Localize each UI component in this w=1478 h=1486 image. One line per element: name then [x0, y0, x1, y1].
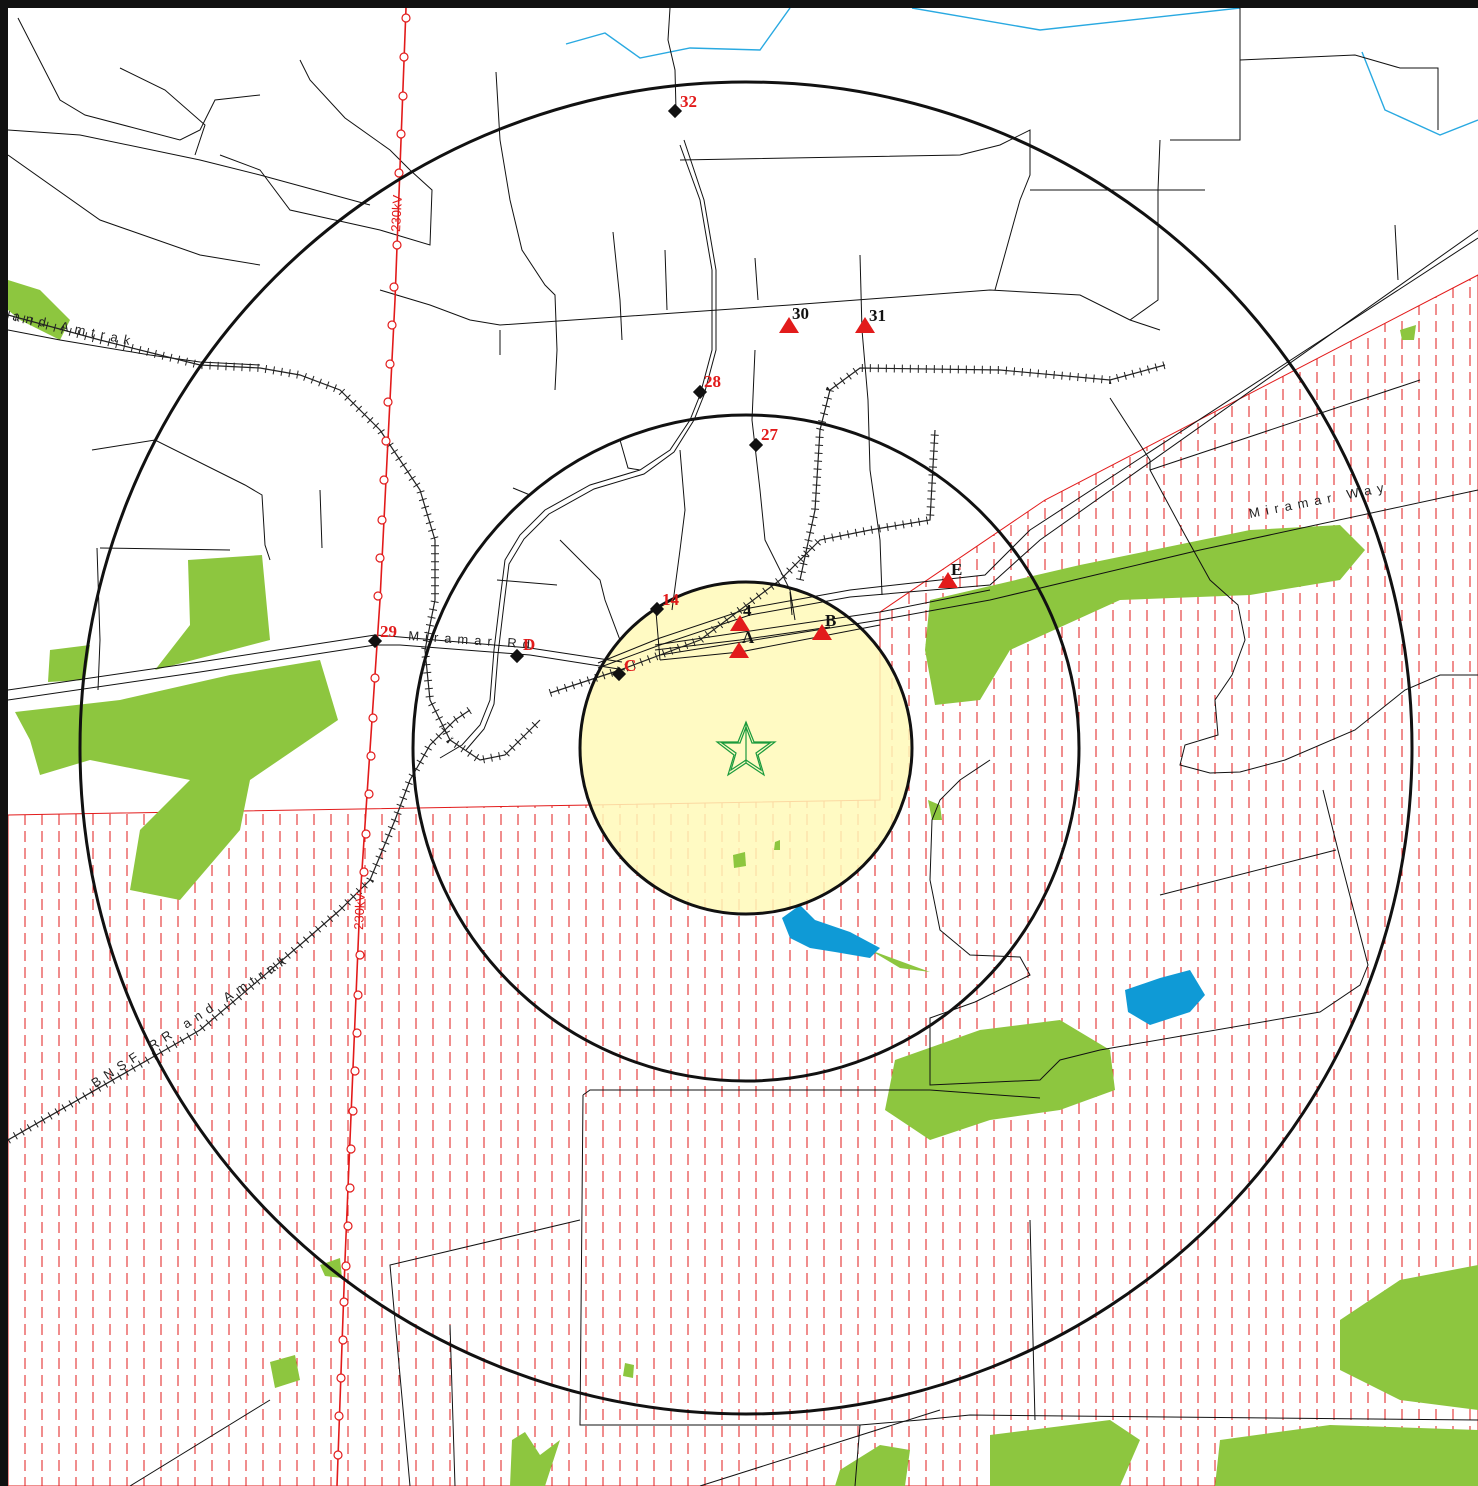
triangle-marker[interactable] [779, 317, 799, 333]
vegetation-area [1400, 325, 1416, 340]
receptor-label: C [624, 656, 636, 675]
vegetation-area [48, 645, 90, 682]
pond [782, 905, 880, 958]
vegetation-area [270, 1355, 300, 1388]
triangle-marker[interactable] [812, 624, 832, 640]
diamond-marker[interactable] [367, 633, 383, 649]
receptor-label: A [742, 628, 755, 647]
vegetation-area [1215, 1425, 1478, 1486]
power-line-230kv [333, 8, 411, 1486]
vegetation-area [1340, 1265, 1478, 1410]
water-bodies [565, 8, 1478, 1025]
distance-rings [78, 80, 1414, 1416]
receptor-label: 30 [792, 304, 809, 323]
stream [1361, 51, 1478, 136]
vegetation-area [925, 525, 1365, 705]
triangle-marker[interactable] [729, 642, 749, 658]
street-network [8, 8, 1478, 1486]
vegetation-area [510, 1432, 560, 1486]
ring-middle [411, 413, 1081, 1083]
vegetation-area [733, 852, 746, 868]
triangle-marker[interactable] [938, 572, 958, 588]
diamond-marker[interactable] [649, 601, 665, 617]
receptor-label: B [825, 611, 836, 630]
receptor-label: E [951, 560, 962, 579]
receptor-label: 29 [380, 622, 397, 641]
vegetation-area [155, 555, 270, 670]
stream [911, 8, 1241, 31]
ring-inner [578, 580, 914, 916]
receptor-label: 32 [680, 92, 697, 111]
power-line-label-bottom: 230kV [351, 892, 368, 930]
triangle-marker[interactable] [855, 317, 875, 333]
double-line-road [8, 139, 1478, 759]
railroad-tracks [8, 311, 1167, 1144]
vegetation-area [8, 280, 70, 340]
stream [565, 8, 791, 59]
rail-label-amtrak: and Amtrak [11, 308, 137, 349]
receptor-label: 4 [743, 601, 752, 620]
vegetation-area [774, 840, 780, 850]
vegetation-areas [8, 280, 1478, 1486]
receptor-label: 28 [704, 372, 721, 391]
vegetation-area [835, 1445, 910, 1486]
diamond-marker[interactable] [611, 666, 627, 682]
pond [1125, 970, 1205, 1025]
site-star-icon [715, 720, 777, 777]
vegetation-area [885, 1020, 1115, 1140]
receptor-label: 31 [869, 306, 886, 325]
vegetation-area [15, 660, 338, 900]
receptor-markers: 32 28 27 14 29 D C 30 31 4 A B E [367, 92, 962, 682]
diamond-marker[interactable] [667, 103, 683, 119]
receptor-label: 27 [761, 425, 779, 444]
receptor-label: 14 [662, 590, 680, 609]
ring-outer [78, 80, 1414, 1416]
triangle-marker[interactable] [730, 615, 750, 631]
vegetation-area [870, 950, 930, 972]
receptor-label: D [523, 635, 535, 654]
diamond-marker[interactable] [692, 384, 708, 400]
vegetation-area [990, 1420, 1140, 1486]
vegetation-area [623, 1363, 634, 1378]
diamond-marker[interactable] [509, 648, 525, 664]
diamond-marker[interactable] [748, 437, 764, 453]
power-line-label-top: 230kV [388, 194, 405, 232]
